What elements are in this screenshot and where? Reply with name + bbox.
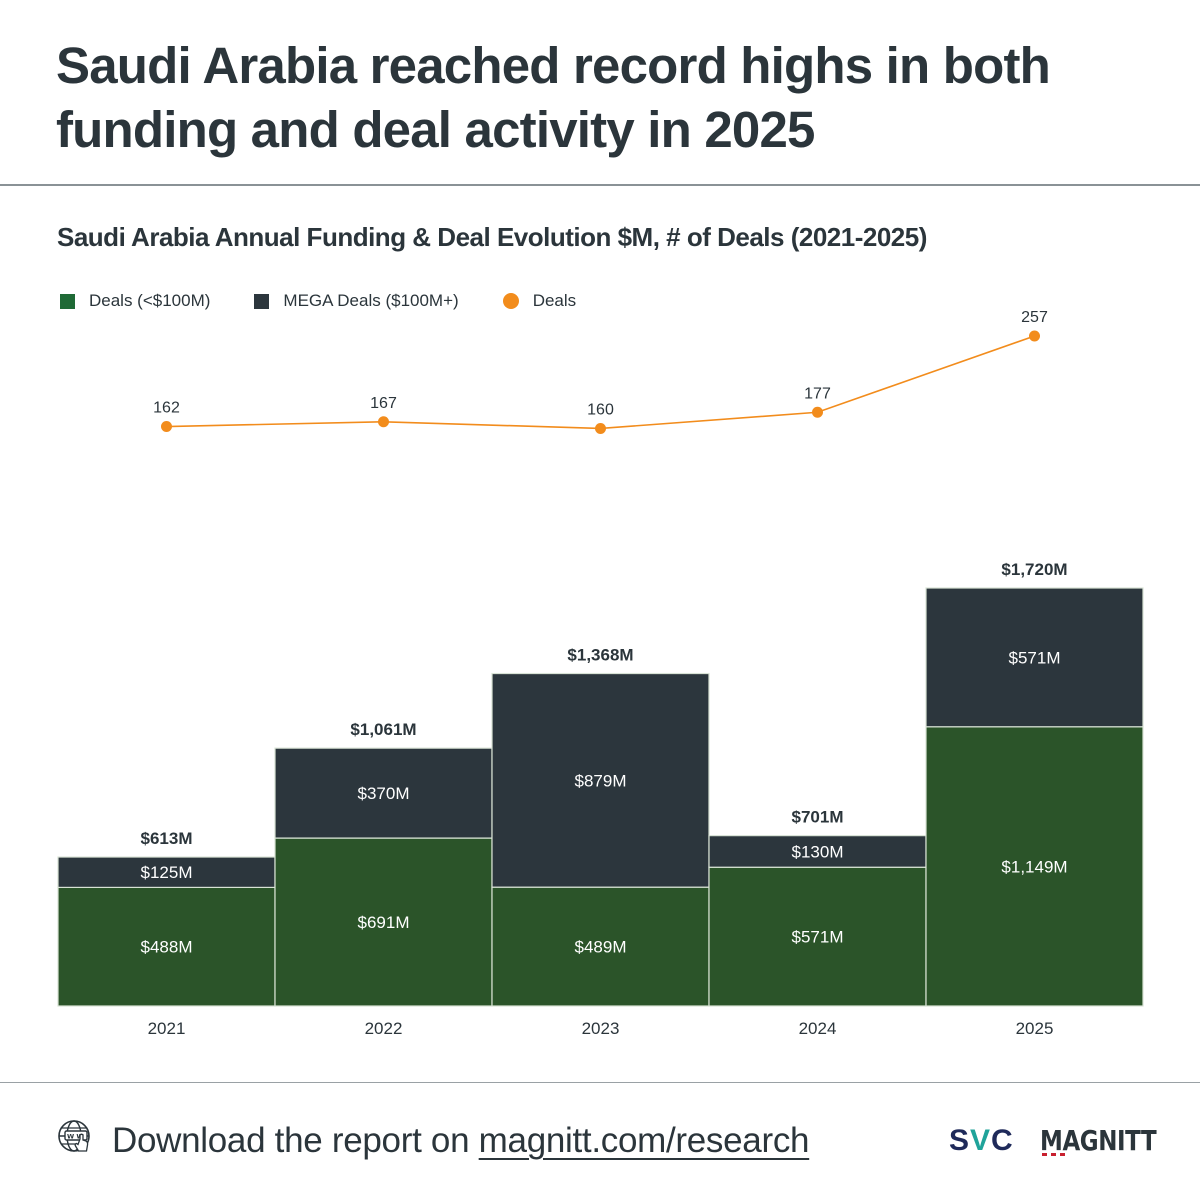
bar-total-label: $1,061M xyxy=(350,720,416,739)
bar-label-deals-small: $691M xyxy=(358,913,410,932)
magnitt-logo: MAGNITT xyxy=(1040,1124,1157,1157)
line-point-deals xyxy=(378,416,389,428)
bar-deals-small xyxy=(925,726,1144,1007)
bar-label-deals-small: $488M xyxy=(141,938,193,957)
bar-label-deals-small: $1,149M xyxy=(1001,857,1067,876)
legend-swatch-deal-count xyxy=(502,293,519,309)
legend-item-deals-small: Deals (<$100M) xyxy=(60,291,210,311)
footer-download: W W Download the report on magnitt.com/r… xyxy=(56,1118,810,1163)
bar-total-label: $1,368M xyxy=(567,646,633,665)
line-label-deals: 162 xyxy=(153,400,180,417)
svg-text:W W: W W xyxy=(67,1133,84,1141)
bar-total-label: $613M xyxy=(141,829,193,848)
headline: Saudi Arabia reached record highs in bot… xyxy=(56,37,1051,158)
line-label-deals: 257 xyxy=(1021,309,1048,326)
legend-label: MEGA Deals ($100M+) xyxy=(283,291,459,310)
svc-logo-s: S xyxy=(949,1124,971,1157)
bar-total-label: $701M xyxy=(792,808,844,827)
x-tick-label: 2022 xyxy=(365,1019,403,1038)
footer-text-prefix: Download the report on xyxy=(112,1120,479,1160)
bar-mega-deals xyxy=(274,747,493,839)
magnitt-logo-accent xyxy=(1042,1153,1066,1156)
chart-title: Saudi Arabia Annual Funding & Deal Evolu… xyxy=(57,222,927,252)
legend-label: Deals xyxy=(532,291,577,310)
footer-divider xyxy=(0,1082,1200,1083)
bar-label-deals-small: $571M xyxy=(792,928,844,947)
chart-plot: $488M $125M $613M 2021 $691M $370M $1,061M 2022… xyxy=(57,309,1144,1038)
bar-deals-small xyxy=(491,886,710,1007)
line-point-deals xyxy=(161,421,172,433)
x-tick-label: 2021 xyxy=(148,1019,186,1038)
bar-label-mega-deals: $571M xyxy=(1009,648,1061,667)
x-tick-label: 2023 xyxy=(582,1019,620,1038)
x-tick-label: 2024 xyxy=(799,1019,837,1038)
bar-deals-small xyxy=(708,866,927,1007)
research-link[interactable]: magnitt.com/research xyxy=(478,1120,810,1160)
legend-label: Deals (<$100M) xyxy=(89,291,211,310)
legend-swatch-deals-small xyxy=(60,293,75,309)
header-divider xyxy=(0,184,1200,186)
svc-logo: SVC xyxy=(949,1124,1014,1158)
bar-label-mega-deals: $125M xyxy=(141,863,193,882)
chart-legend: Deals (<$100M) MEGA Deals ($100M+) Deals xyxy=(60,291,620,311)
www-globe-click-icon: W W xyxy=(56,1118,96,1163)
line-point-deals xyxy=(595,422,606,434)
bar-total-label: $1,720M xyxy=(1001,560,1067,579)
bar-label-mega-deals: $130M xyxy=(792,842,844,861)
x-tick-label: 2025 xyxy=(1016,1019,1054,1038)
legend-swatch-mega-deals xyxy=(254,293,270,309)
bar-label-mega-deals: $879M xyxy=(575,771,627,790)
bar-deals-small xyxy=(274,837,493,1007)
svc-logo-v: V xyxy=(970,1124,992,1157)
line-point-deals xyxy=(812,406,823,418)
line-label-deals: 167 xyxy=(370,395,397,412)
bar-mega-deals xyxy=(491,672,710,888)
bar-label-deals-small: $489M xyxy=(575,938,627,957)
line-label-deals: 160 xyxy=(587,401,614,418)
bar-mega-deals xyxy=(925,587,1144,728)
svc-logo-c: C xyxy=(991,1124,1014,1157)
bar-label-mega-deals: $370M xyxy=(358,784,410,803)
bar-mega-deals xyxy=(57,856,276,889)
legend-item-deal-count: Deals xyxy=(502,291,577,311)
bar-mega-deals xyxy=(708,835,927,868)
footer-text: Download the report on magnitt.com/resea… xyxy=(112,1120,810,1161)
line-point-deals xyxy=(1029,330,1040,342)
legend-item-mega-deals: MEGA Deals ($100M+) xyxy=(254,291,459,311)
line-label-deals: 177 xyxy=(804,385,831,402)
